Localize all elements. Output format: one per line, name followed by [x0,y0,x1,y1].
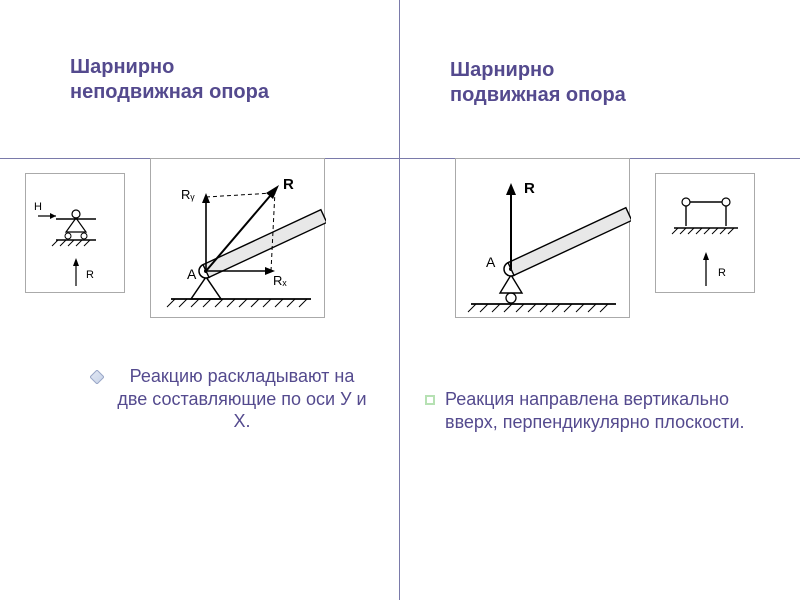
label-A-left: A [187,266,197,282]
label-A-right: A [486,254,496,270]
left-main-diagram: A Rₓ Rᵧ R [150,158,325,318]
left-title: Шарнирно неподвижная опора [70,55,269,105]
right-bullet-text: Реакция направлена вертикально вверх, пе… [445,388,745,433]
horizontal-guide [0,158,800,159]
label-R-left: R [283,176,294,193]
label-R-small-right: R [718,267,726,279]
left-bullet-text: Реакцию раскладывают на две составляющие… [114,365,370,433]
right-main-svg: A R [456,159,631,319]
left-title-line2: неподвижная опора [70,81,269,103]
vertical-guide [399,0,400,600]
right-title-line2: подвижная опора [450,84,626,106]
label-H: H [34,201,42,213]
left-title-line1: Шарнирно [70,56,174,78]
right-title: Шарнирно подвижная опора [450,58,626,108]
label-R-right: R [524,180,535,197]
right-bullet: Реакция направлена вертикально вверх, пе… [425,388,745,433]
left-bullet: Реакцию раскладывают на две составляющие… [90,365,370,433]
left-small-svg: H R [26,174,126,294]
right-small-svg: R [656,174,756,294]
left-small-diagram: H R [25,173,125,293]
label-Rx: Rₓ [273,273,287,288]
right-small-diagram: R [655,173,755,293]
square-bullet-icon [425,395,435,405]
label-R-small-left: R [86,269,94,281]
diamond-bullet-icon [90,370,104,384]
label-Ry: Rᵧ [181,187,195,202]
right-main-diagram: A R [455,158,630,318]
left-main-svg: A Rₓ Rᵧ R [151,159,326,319]
right-title-line1: Шарнирно [450,59,554,81]
